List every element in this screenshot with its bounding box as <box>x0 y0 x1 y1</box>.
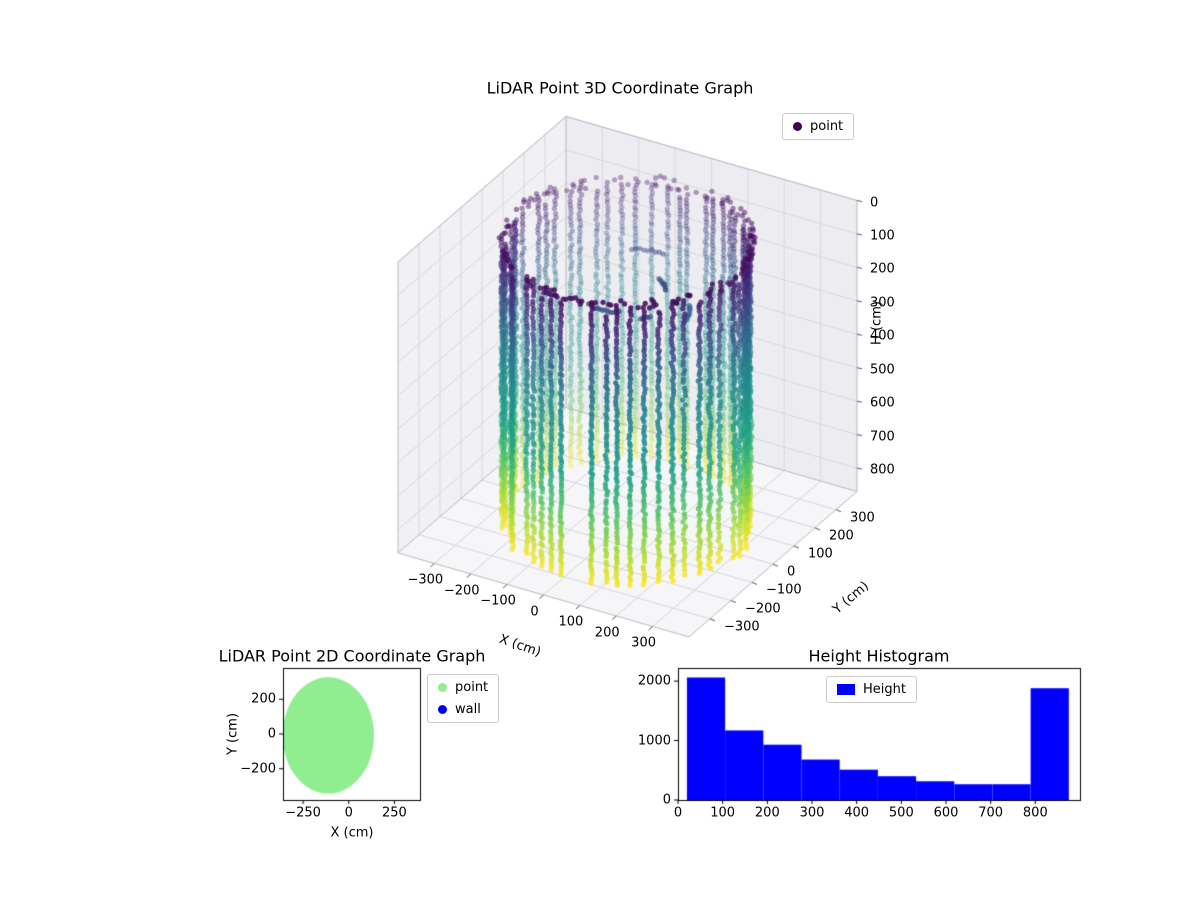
plot3d-legend: point <box>782 113 855 140</box>
height-patch-icon <box>837 684 855 695</box>
plot3d-title: LiDAR Point 3D Coordinate Graph <box>486 78 754 98</box>
histogram-title: Height Histogram <box>808 646 950 666</box>
plot2d-legend: point wall <box>427 674 500 723</box>
legend-entry-point: point <box>438 679 488 696</box>
legend-label: Height <box>863 682 906 697</box>
legend-entry-point: point <box>793 118 843 135</box>
point-marker-icon <box>438 683 447 692</box>
wall-marker-icon <box>438 705 447 714</box>
plot2d-title: LiDAR Point 2D Coordinate Graph <box>218 646 486 666</box>
plot3d-z-axis-label: H (cm) <box>869 301 885 345</box>
plot2d-x-axis-label: X (cm) <box>330 825 374 841</box>
histogram-legend: Height <box>826 676 917 703</box>
point-marker-icon <box>793 122 802 131</box>
plot2d-y-axis-label: Y (cm) <box>225 712 241 756</box>
legend-label: point <box>810 119 844 134</box>
legend-label: wall <box>455 702 481 717</box>
legend-entry-wall: wall <box>438 701 488 718</box>
legend-entry-height: Height <box>837 681 906 698</box>
legend-label: point <box>455 680 489 695</box>
